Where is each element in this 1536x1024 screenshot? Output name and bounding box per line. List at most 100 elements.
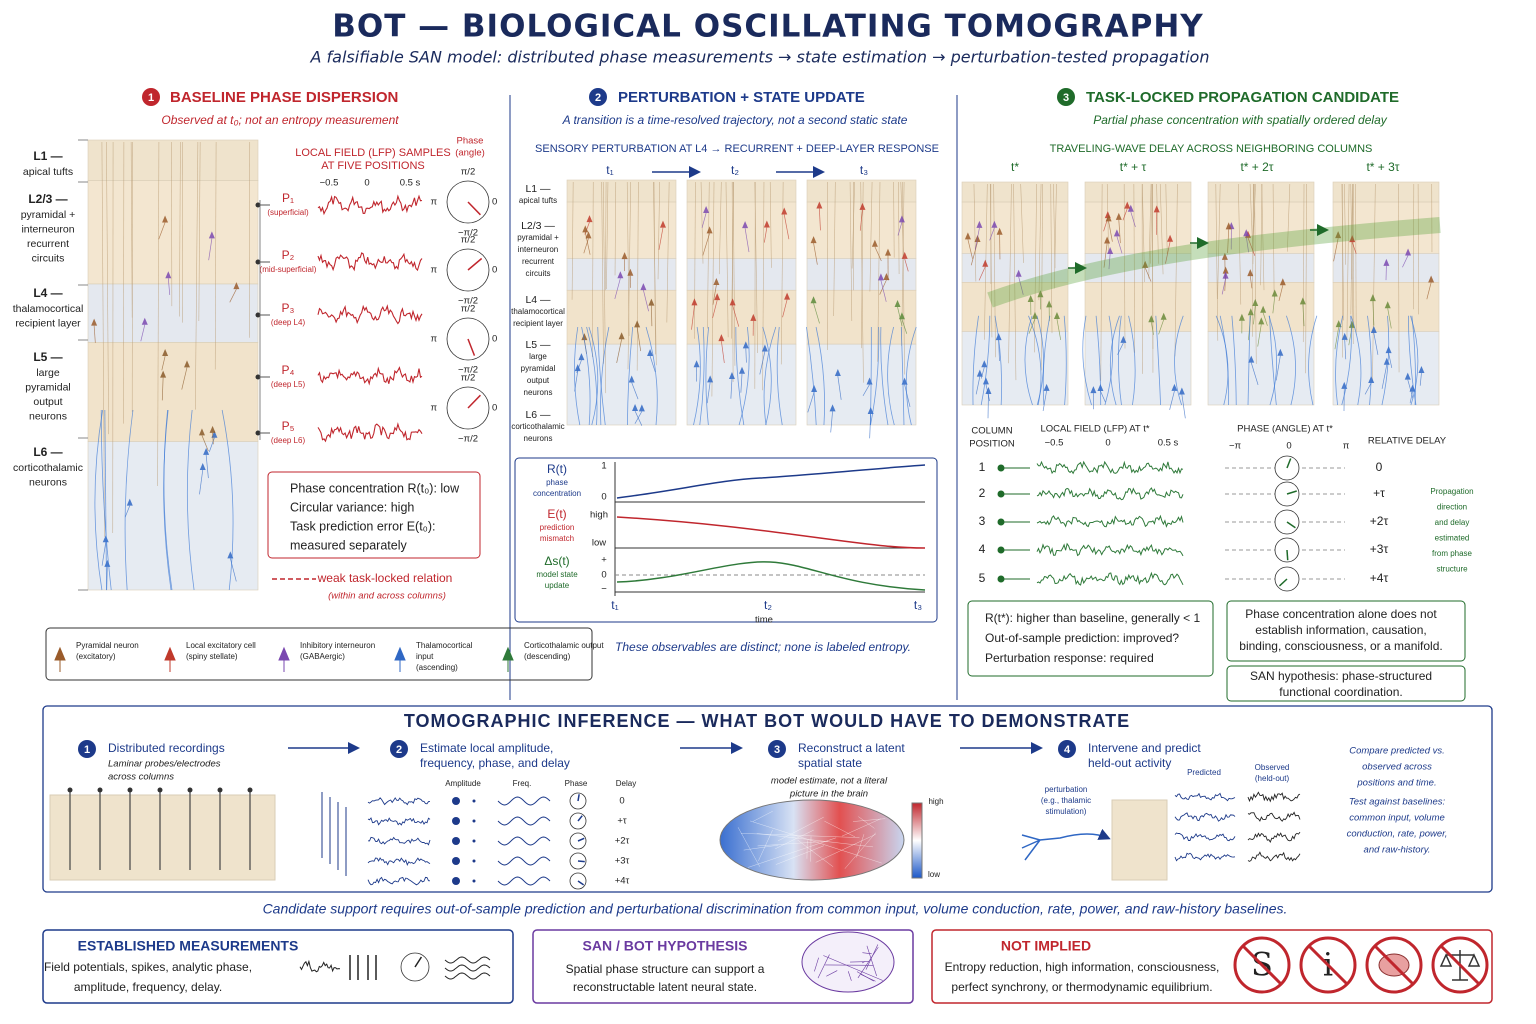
box <box>931 929 1493 1004</box>
label: L4 — <box>525 294 551 306</box>
neuron <box>1243 229 1250 237</box>
axon <box>205 454 209 479</box>
axon <box>897 306 903 327</box>
label: 1 <box>601 461 606 472</box>
dendrite <box>833 181 836 317</box>
neuron <box>781 207 788 215</box>
probe-dot <box>255 312 261 318</box>
neuron <box>621 252 628 260</box>
axon <box>658 227 664 250</box>
label: Thalamocortical <box>416 641 473 650</box>
label: +3τ <box>1370 542 1389 556</box>
axon-bundle <box>1028 315 1042 406</box>
axon <box>879 279 887 295</box>
label: (mid-superficial) <box>260 265 317 274</box>
dendrite <box>1238 183 1242 305</box>
axon <box>181 367 188 390</box>
label: TRAVELING-WAVE DELAY ACROSS NEIGHBORING … <box>1050 143 1373 155</box>
label: thalamocortical <box>13 303 84 315</box>
dendrite <box>869 181 873 292</box>
dendrite <box>731 181 734 382</box>
axon <box>837 375 842 400</box>
lfp-trace <box>317 422 423 443</box>
color-scale <box>911 802 923 879</box>
neuron <box>1335 231 1342 239</box>
label: π/2 <box>461 373 475 384</box>
label: Intervene and predict <box>1088 741 1201 755</box>
label: R(t) <box>547 462 567 476</box>
step-number <box>768 740 786 758</box>
label: π <box>430 334 437 345</box>
axon <box>140 324 146 342</box>
label: Δs(t) <box>544 554 569 568</box>
prohibition <box>1431 936 1489 994</box>
axon-bundle <box>887 326 895 426</box>
axon <box>1373 332 1379 355</box>
dendrite <box>860 181 864 383</box>
label: circuits <box>526 269 551 278</box>
neuron <box>585 231 592 239</box>
neuron <box>829 404 836 412</box>
cortical-layer <box>806 343 917 426</box>
label: direction <box>1437 503 1467 512</box>
network-edge <box>823 955 883 981</box>
label: t₁ <box>611 598 618 612</box>
dendrite <box>214 141 217 370</box>
network-edge <box>866 945 877 977</box>
neuron <box>1260 305 1267 313</box>
neuron <box>1247 308 1254 316</box>
axon-bundle <box>1335 315 1344 406</box>
dendrite <box>157 141 160 486</box>
neuron <box>750 313 757 321</box>
label: −π/2 <box>458 434 478 445</box>
label: circuits <box>32 252 65 264</box>
label: These observables are distinct; none is … <box>615 640 911 654</box>
label: 0 <box>492 197 497 208</box>
neuron <box>1225 222 1232 230</box>
label: π <box>430 265 437 276</box>
axon <box>1275 355 1281 381</box>
label: Entropy reduction, high information, con… <box>945 960 1220 974</box>
neuron <box>1167 234 1174 242</box>
label: Delay <box>616 779 636 788</box>
label: apical tufts <box>23 166 73 178</box>
axon <box>1407 379 1414 399</box>
tissue-strip <box>49 794 276 881</box>
neuron <box>1405 248 1412 256</box>
neuron <box>761 344 768 352</box>
phase-arrow <box>577 815 583 822</box>
neuron <box>718 334 725 342</box>
axon <box>1381 364 1388 389</box>
neuron <box>981 360 988 368</box>
axon-bundle <box>1341 315 1352 406</box>
dendrite <box>1372 183 1376 382</box>
axon <box>101 542 107 566</box>
network-edge <box>862 952 872 955</box>
axon <box>1257 324 1262 347</box>
axon <box>1158 319 1165 335</box>
label: 1 <box>84 744 90 756</box>
axon-bundle <box>705 326 710 426</box>
axon <box>1108 221 1113 242</box>
axon <box>1333 238 1339 262</box>
neuron <box>739 366 746 374</box>
phase-arrow <box>467 257 483 271</box>
cortical-layer <box>686 201 797 259</box>
label: recipient layer <box>513 319 563 328</box>
label: BOT — BIOLOGICAL OSCILLATING TOMOGRAPHY <box>332 9 1204 45</box>
axon <box>813 243 818 265</box>
label: output <box>33 396 62 408</box>
label: Candidate support requires out-of-sample… <box>263 901 1288 917</box>
label: TOMOGRAPHIC INFERENCE — WHAT BOT WOULD H… <box>404 711 1130 731</box>
axon-bundle <box>581 326 591 426</box>
label: t₁ <box>606 163 613 177</box>
label: ESTABLISHED MEASUREMENTS <box>78 938 299 954</box>
mesh <box>747 837 837 868</box>
brain-network <box>801 931 895 993</box>
label: Phase <box>565 779 588 788</box>
dendrite <box>1038 183 1042 301</box>
dendrite <box>1133 183 1136 353</box>
axon <box>1221 278 1226 295</box>
label: time <box>755 615 773 626</box>
dendrite <box>754 181 758 354</box>
